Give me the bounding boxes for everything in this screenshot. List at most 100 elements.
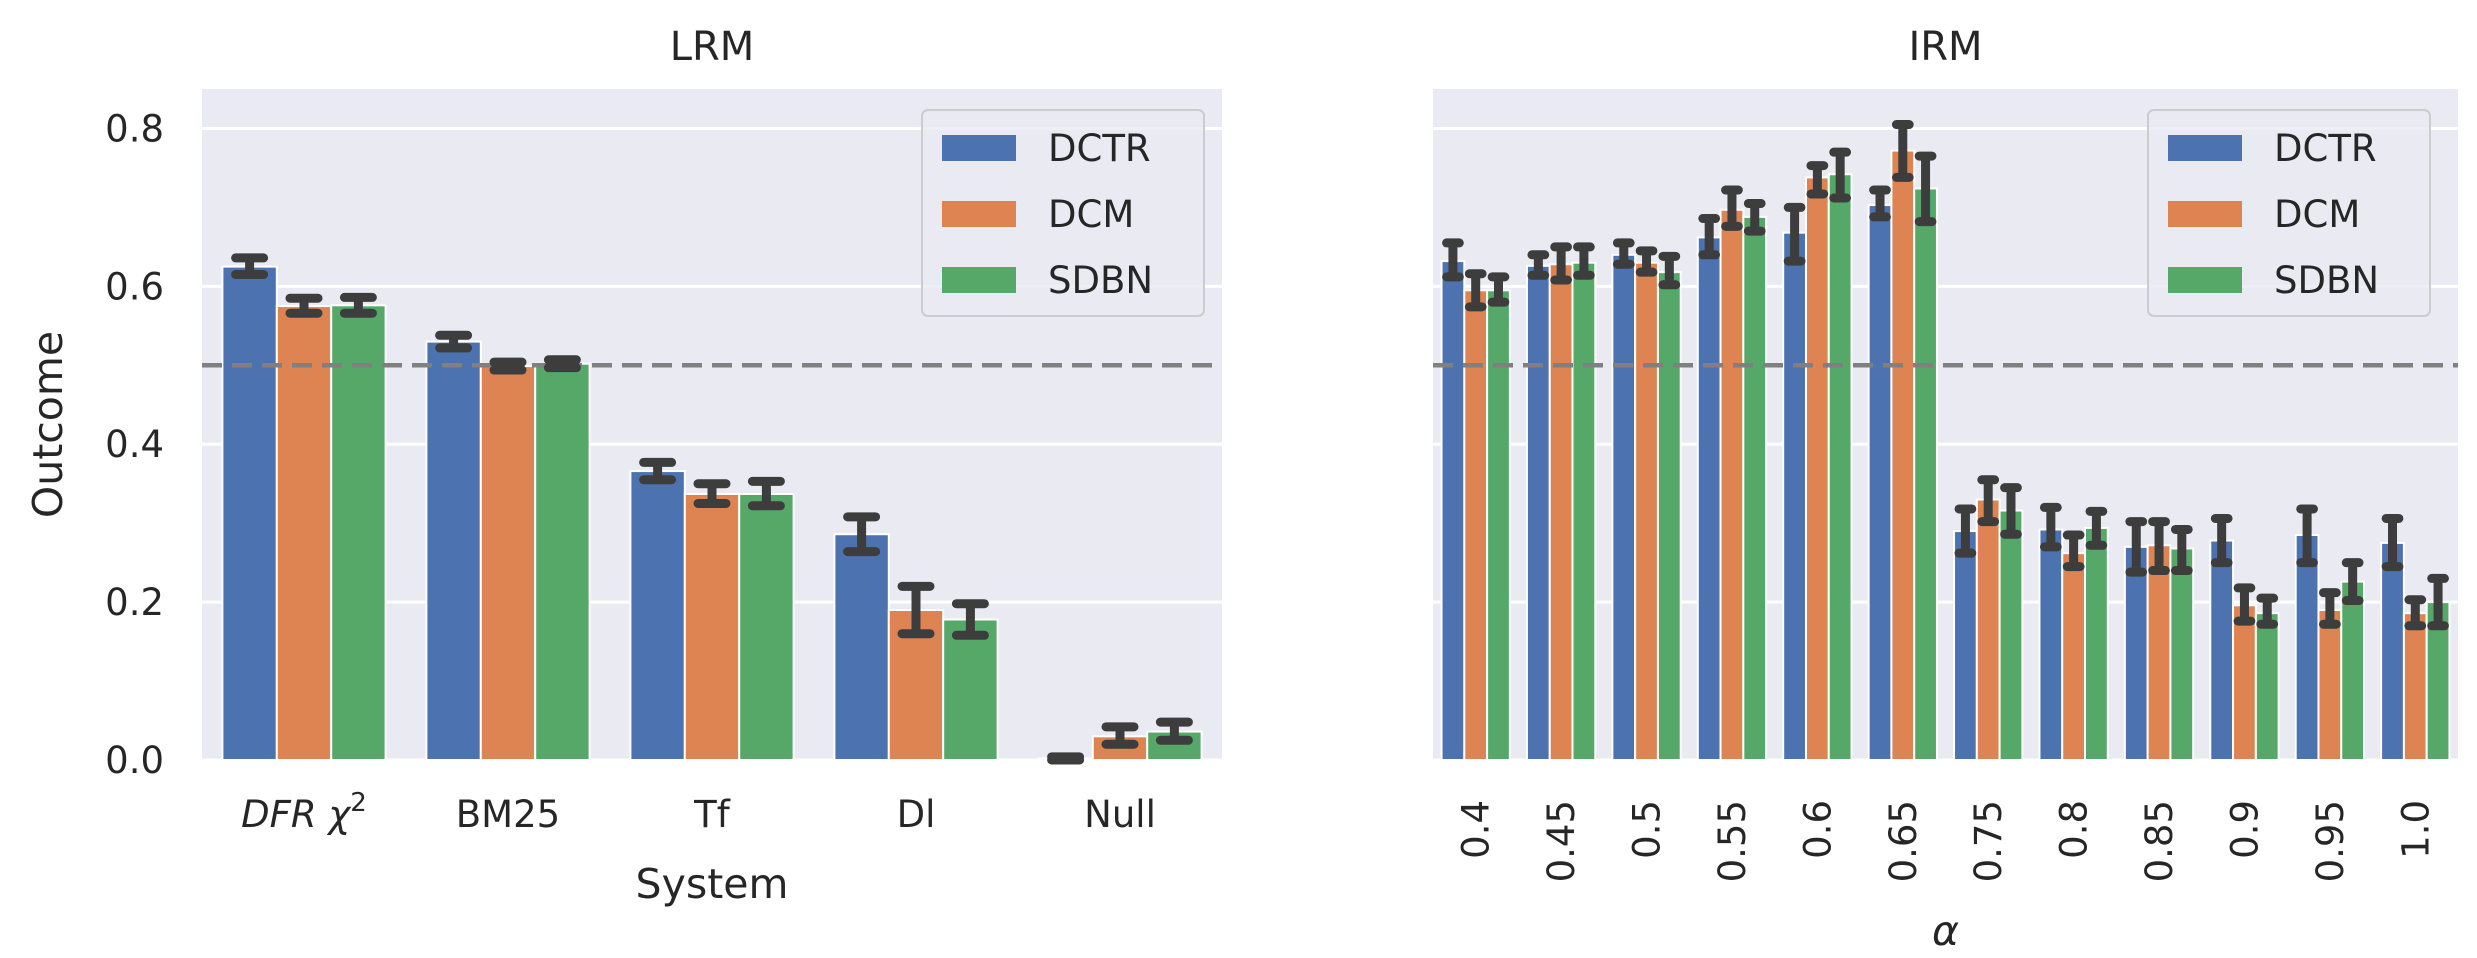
legend-swatch-dctr	[2168, 135, 2242, 161]
error-bar	[2125, 517, 2148, 577]
legend-swatch-dcm	[942, 201, 1016, 227]
y-tick-label: 0.8	[105, 107, 164, 150]
bar-dcm	[479, 365, 537, 761]
error-bar	[2341, 558, 2364, 606]
x-tick-label: DFR χ2	[241, 788, 367, 836]
error-bar	[1442, 238, 1464, 282]
error-bar	[897, 581, 935, 639]
y-axis-label: Outcome	[24, 331, 72, 518]
x-axis-label: α	[1932, 907, 1959, 955]
legend-label: SDBN	[2274, 259, 2379, 302]
x-tick-label: 0.65	[1882, 800, 1925, 882]
legend-label: DCM	[1048, 193, 1134, 236]
bar-sdbn	[738, 492, 795, 761]
error-bar	[2170, 524, 2193, 576]
error-bar	[2296, 504, 2318, 568]
x-tick-label: 0.8	[2053, 800, 2096, 859]
bar-sdbn	[2340, 580, 2366, 762]
y-tick-label: 0.0	[105, 739, 164, 782]
x-tick-label: 0.4	[1455, 800, 1498, 859]
bar-dctr	[1525, 264, 1551, 761]
x-tick-label: 0.45	[1540, 800, 1583, 882]
error-bar	[1869, 185, 1891, 222]
x-tick-label: 0.95	[2309, 800, 2352, 882]
bar-dctr	[1696, 236, 1722, 761]
x-tick-label: 1.0	[2394, 800, 2437, 859]
error-bar	[1101, 722, 1139, 749]
error-bar	[1658, 251, 1681, 290]
error-bar	[2256, 593, 2279, 629]
error-bar	[2148, 517, 2170, 576]
bar-sdbn	[1656, 271, 1682, 761]
error-bar	[489, 357, 527, 375]
error-bar	[2039, 502, 2062, 552]
bar-dcm	[1634, 261, 1659, 761]
bar-dcm	[2402, 612, 2428, 762]
bar-dcm	[1975, 498, 2001, 761]
error-bar	[1829, 147, 1852, 203]
error-bar	[951, 599, 989, 640]
bar-dcm	[2232, 604, 2257, 761]
y-tick-label: 0.4	[105, 423, 164, 466]
error-bar	[1977, 475, 2000, 527]
legend-label: DCTR	[2274, 127, 2377, 170]
error-bar	[2210, 513, 2233, 568]
legend-frame	[921, 109, 1205, 317]
bar-dcm	[2061, 552, 2087, 762]
error-bar	[1527, 250, 1550, 280]
bar-sdbn	[2169, 547, 2195, 761]
x-tick-label: Dl	[897, 793, 936, 836]
error-bar	[1743, 198, 1766, 236]
legend-swatch-sdbn	[2168, 267, 2242, 293]
x-tick-label: 0.85	[2138, 800, 2181, 882]
legend-swatch-dctr	[942, 135, 1016, 161]
error-bar	[1464, 269, 1487, 312]
x-tick-label: 0.6	[1796, 800, 1839, 859]
legend-swatch-dcm	[2168, 201, 2242, 227]
x-tick-label: 0.9	[2223, 800, 2266, 859]
bar-dcm	[1890, 149, 1916, 762]
bar-dctr	[1440, 260, 1466, 761]
error-bar	[1573, 242, 1595, 280]
bar-dctr	[2380, 541, 2405, 761]
legend-label: DCTR	[1048, 127, 1151, 170]
bar-sdbn	[534, 362, 591, 761]
bar-dcm	[1719, 208, 1745, 761]
error-bar	[1612, 238, 1635, 269]
bar-dcm	[1548, 263, 1574, 761]
bar-sdbn	[1486, 289, 1511, 761]
error-bar	[2427, 573, 2449, 631]
lrm-panel: 0.0 0.2 0.4 0.6 0.8 DFR χ2 BM25 Tf Dl Null LRM Syst…	[24, 24, 1222, 908]
error-bar	[1721, 185, 1743, 231]
error-bar	[1954, 504, 1977, 558]
x-tick-label: Tf	[693, 793, 731, 836]
x-tick-label: 0.5	[1626, 800, 1669, 859]
bar-sdbn	[1827, 173, 1853, 761]
error-bar	[543, 355, 581, 373]
error-bar	[1155, 717, 1193, 745]
legend-label: DCM	[2274, 193, 2360, 236]
legend: DCTR DCM SDBN	[2147, 109, 2431, 317]
error-bar	[2319, 588, 2341, 629]
bar-dcm	[275, 305, 333, 761]
error-bar	[843, 512, 881, 557]
irm-panel: 0.4 0.45 0.5 0.55 0.6 0.65 0.75 0.8 0.85 0.9 0.95 1…	[1433, 24, 2458, 955]
bar-sdbn	[2084, 526, 2109, 762]
bar-sdbn	[1913, 187, 1938, 761]
error-bar	[2000, 483, 2022, 539]
bar-sdbn	[330, 304, 387, 761]
bar-sdbn	[942, 618, 999, 761]
error-bar	[1635, 246, 1658, 277]
bar-dctr	[1611, 253, 1637, 762]
bar-dctr	[2209, 539, 2235, 761]
bar-dctr	[2294, 534, 2320, 761]
error-bar	[1487, 272, 1510, 307]
bar-dctr	[1867, 204, 1893, 762]
bar-sdbn	[1998, 509, 2024, 761]
x-tick-label: 0.55	[1711, 800, 1754, 882]
bar-dctr	[629, 470, 686, 761]
bar-dcm	[2317, 609, 2343, 762]
legend-frame	[2147, 109, 2431, 317]
error-bar	[2062, 530, 2085, 572]
bar-dctr	[425, 340, 482, 761]
